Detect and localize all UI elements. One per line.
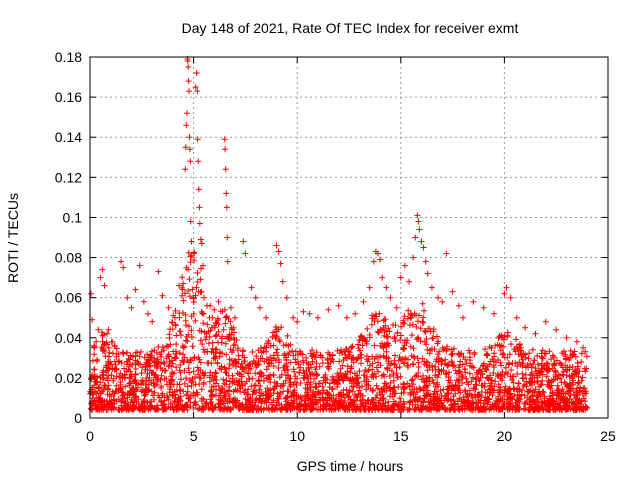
y-tick-labels: 0 0.02 0.04 0.06 0.08 0.1 0.12 0.14 0.16 0.18	[55, 49, 82, 426]
y-tick-label: 0.14	[55, 129, 82, 145]
data-point-cloud	[87, 249, 591, 413]
y-tick-label: 0.02	[55, 370, 82, 386]
y-tick-label: 0.12	[55, 169, 82, 185]
data-points	[87, 56, 591, 413]
y-tick-label: 0.06	[55, 290, 82, 306]
x-tick-label: 15	[393, 428, 409, 444]
x-axis-title: GPS time / hours	[297, 458, 404, 474]
x-tick-label: 10	[289, 428, 305, 444]
y-tick-label: 0.08	[55, 250, 82, 266]
y-tick-label: 0	[74, 410, 82, 426]
y-tick-label: 0.1	[63, 209, 83, 225]
x-tick-labels: 0 5 10 15 20 25	[86, 428, 616, 444]
y-tick-label: 0.18	[55, 49, 82, 65]
x-tick-label: 25	[600, 428, 616, 444]
x-tick-label: 0	[86, 428, 94, 444]
y-tick-label: 0.16	[55, 89, 82, 105]
y-tick-label: 0.04	[55, 330, 82, 346]
x-tick-label: 5	[190, 428, 198, 444]
data-point-markers	[88, 56, 589, 355]
y-axis-title: ROTI / TECUs	[5, 193, 21, 283]
plot-frame	[89, 56, 609, 419]
x-tick-label: 20	[497, 428, 513, 444]
chart-title: Day 148 of 2021, Rate Of TEC Index for r…	[182, 20, 519, 36]
